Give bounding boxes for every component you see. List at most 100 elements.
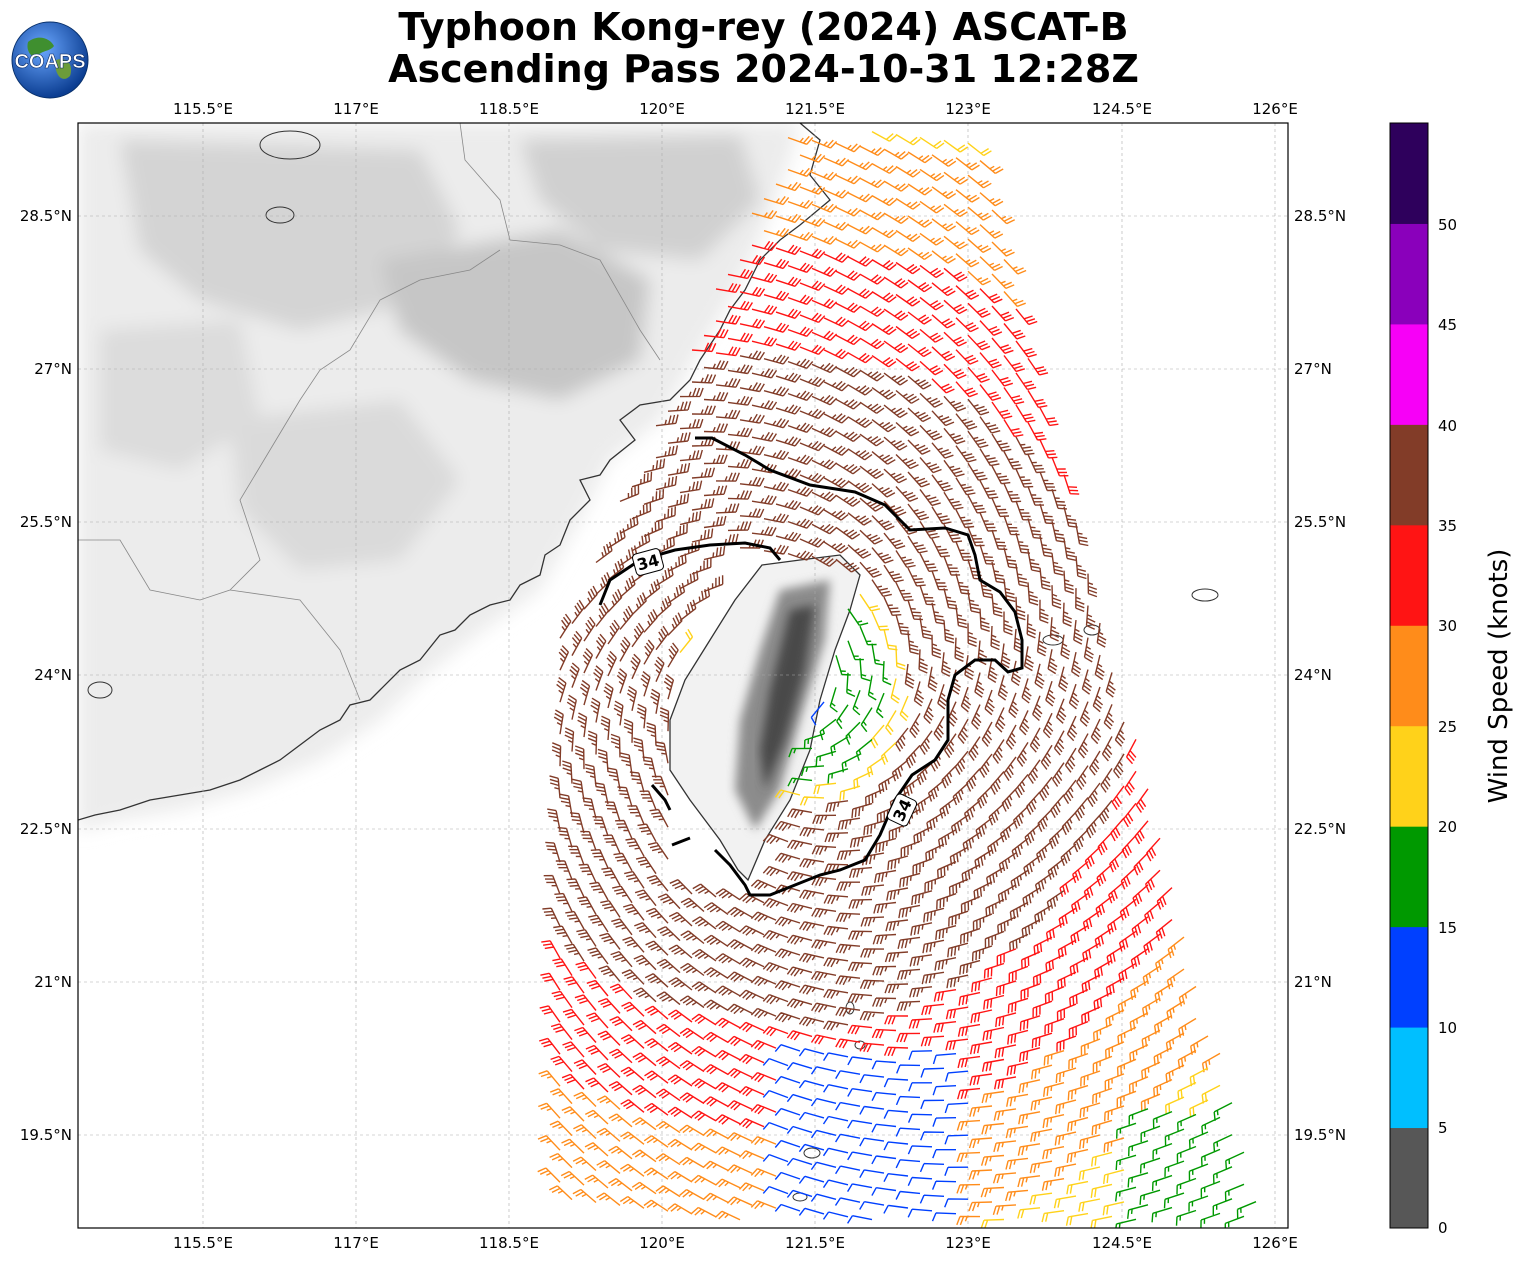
wind-barb (667, 462, 691, 476)
wind-barb (774, 948, 801, 959)
wind-barb (569, 662, 580, 688)
svg-text:25.5°N: 25.5°N (20, 513, 72, 531)
wind-barb (633, 954, 657, 971)
wind-barb (634, 922, 657, 939)
wind-barb (655, 475, 678, 491)
wind-barb (991, 273, 1015, 290)
wind-barb (895, 133, 921, 146)
wind-barb (943, 203, 968, 218)
wind-barb (571, 630, 583, 656)
wind-barb (1006, 1093, 1029, 1107)
wind-barb (585, 1077, 609, 1093)
wind-barb (1091, 1151, 1113, 1167)
wind-barb (883, 436, 908, 451)
wind-barb (885, 710, 897, 736)
wind-barb (787, 808, 813, 819)
wind-barb (787, 422, 814, 433)
wind-barb (811, 939, 837, 950)
wind-barb (883, 1046, 909, 1057)
wind-barb (738, 989, 765, 1001)
wind-barb (899, 872, 921, 888)
wind-barb (908, 1018, 933, 1029)
wind-barb (750, 1071, 777, 1083)
wind-barb (981, 1058, 1005, 1072)
wind-barb (1039, 567, 1051, 591)
wind-barb (979, 416, 1001, 434)
wind-barb (703, 423, 729, 433)
wind-barb (847, 1024, 873, 1035)
wind-barb (811, 491, 837, 502)
wind-barb (651, 775, 669, 796)
wind-barb (561, 1138, 585, 1154)
wind-barb (1104, 1105, 1125, 1122)
wind-barb (1090, 1183, 1113, 1198)
wind-barb (1041, 1210, 1065, 1223)
svg-text:24°N: 24°N (1294, 666, 1332, 684)
wind-barb (895, 229, 921, 242)
wind-barb (650, 688, 661, 714)
wind-barb (895, 357, 920, 372)
wind-barb (537, 1167, 561, 1183)
wind-barb (960, 895, 981, 914)
wind-barb (1021, 678, 1032, 704)
wind-barb (847, 224, 873, 235)
wind-barb (992, 739, 1005, 764)
wind-barb (656, 1023, 681, 1038)
wind-barb (667, 1203, 693, 1215)
wind-barb (601, 867, 621, 886)
wind-barb (1003, 547, 1018, 569)
wind-barb (608, 1080, 633, 1096)
wind-barb (798, 1048, 825, 1057)
wind-barb (907, 1145, 933, 1155)
wind-barb (632, 1117, 657, 1131)
wind-barb (786, 998, 813, 1009)
wind-barb (1030, 1128, 1053, 1142)
wind-barb (1029, 1192, 1053, 1205)
wind-barb (622, 936, 645, 953)
wind-barb (1075, 588, 1085, 613)
wind-barb (835, 430, 861, 443)
wind-barb (907, 343, 932, 358)
wind-barb (786, 871, 813, 882)
wind-barb (1045, 680, 1056, 707)
wind-barb (860, 707, 873, 733)
wind-barb (1127, 1172, 1149, 1188)
wind-barb (726, 1196, 753, 1206)
wind-barb (909, 986, 933, 998)
wind-barb (1096, 863, 1113, 887)
wind-barb (703, 1128, 729, 1140)
wind-barb (823, 157, 850, 167)
wind-barb (715, 472, 740, 482)
wind-barb (859, 369, 885, 382)
wind-barb (607, 528, 626, 549)
wind-barb (1027, 759, 1041, 784)
wind-barb (549, 775, 561, 799)
wind-barb (984, 689, 995, 716)
wind-barb (971, 945, 993, 962)
wind-barb (811, 139, 838, 149)
wind-barb (739, 476, 765, 487)
wind-barb (1236, 1201, 1257, 1219)
wind-barb (859, 561, 882, 578)
wind-barb (847, 1183, 873, 1192)
wind-barb (751, 209, 778, 220)
wind-barb (667, 1138, 693, 1151)
wind-barb (1105, 1041, 1125, 1059)
wind-barb (798, 1175, 825, 1184)
wind-barb (931, 218, 956, 232)
wind-barb (643, 639, 655, 665)
wind-barb (1041, 1178, 1065, 1191)
wind-barb (751, 494, 777, 505)
wind-barb (645, 907, 669, 924)
wind-barb (1069, 988, 1089, 1007)
island (87, 681, 113, 699)
contour-34kt (598, 436, 1024, 897)
wind-barb (1009, 933, 1029, 952)
wind-barb (715, 1178, 741, 1189)
wind-barb (646, 874, 669, 892)
wind-barb (1105, 977, 1125, 997)
wind-barb (955, 157, 980, 171)
wind-barb (739, 254, 766, 266)
wind-barb (907, 151, 933, 164)
wind-barb (931, 250, 956, 264)
